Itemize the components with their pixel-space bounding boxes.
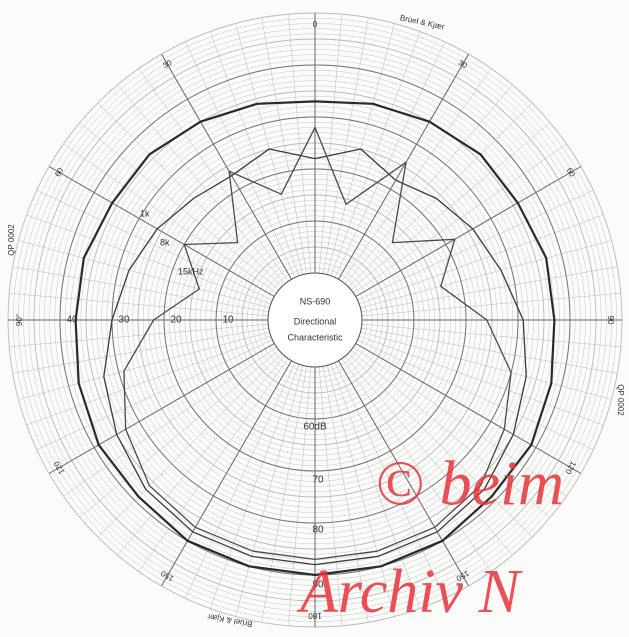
- minor-spoke: [350, 122, 551, 290]
- minor-spoke: [97, 353, 282, 538]
- minor-spoke: [138, 358, 289, 572]
- minor-spoke: [36, 339, 273, 450]
- minor-spoke: [63, 346, 277, 497]
- minor-spoke: [361, 266, 618, 313]
- minor-spoke: [318, 14, 343, 274]
- theta-tick-label: 0: [313, 20, 318, 29]
- paper-label: QP 0002: [616, 384, 625, 416]
- scale-label: 90: [312, 580, 324, 591]
- minor-spoke: [26, 214, 271, 305]
- minor-spoke: [261, 17, 308, 274]
- spoke: [161, 53, 292, 280]
- spoke: [355, 166, 582, 297]
- minor-spoke: [79, 350, 280, 518]
- curve-label: 1k: [140, 208, 150, 218]
- plot: 1k 8k 15kHz: [74, 100, 556, 577]
- curve-label: 15kHz: [178, 266, 204, 276]
- minor-spoke: [361, 292, 621, 317]
- minor-spoke: [360, 331, 612, 400]
- spoke: [338, 360, 469, 587]
- minor-spoke: [360, 240, 612, 309]
- minor-spoke: [185, 41, 296, 278]
- minor-spoke: [341, 68, 492, 282]
- minor-spoke: [97, 102, 282, 287]
- chart-subtitle: Characteristic: [287, 332, 343, 342]
- minor-spoke: [361, 327, 618, 374]
- minor-spoke: [318, 366, 343, 626]
- watermark: © beim: [375, 448, 564, 519]
- minor-spoke: [209, 31, 300, 276]
- scale-label: 70: [312, 475, 324, 486]
- minor-spoke: [334, 362, 445, 599]
- minor-spoke: [287, 366, 312, 626]
- minor-spoke: [18, 240, 270, 309]
- spoke: [338, 53, 469, 280]
- minor-spoke: [18, 331, 270, 400]
- minor-spoke: [322, 17, 369, 274]
- theta-tick-label: 180: [308, 611, 322, 620]
- response-curve: [103, 148, 527, 566]
- spoke: [48, 343, 275, 474]
- minor-spoke: [235, 365, 304, 617]
- response-curve: [123, 126, 512, 561]
- chart-title: NS-690: [300, 296, 331, 306]
- minor-spoke: [330, 31, 421, 276]
- minor-spoke: [359, 214, 604, 305]
- minor-spoke: [9, 323, 269, 348]
- minor-spoke: [185, 362, 296, 599]
- spoke: [355, 343, 582, 474]
- response-curve: [74, 100, 556, 577]
- minor-spoke: [326, 365, 395, 617]
- minor-spoke: [12, 327, 269, 374]
- minor-spoke: [330, 364, 421, 609]
- spoke: [48, 166, 275, 297]
- scale-label: 60dB: [303, 422, 327, 433]
- minor-spoke: [9, 292, 269, 317]
- minor-spoke: [12, 266, 269, 313]
- minor-spoke: [348, 102, 533, 287]
- minor-spoke: [287, 14, 312, 274]
- minor-spoke: [322, 366, 369, 623]
- minor-spoke: [357, 190, 594, 301]
- minor-spoke: [361, 323, 621, 348]
- minor-spoke: [79, 122, 280, 290]
- minor-spoke: [357, 339, 594, 450]
- minor-spoke: [117, 355, 285, 556]
- theta-tick-label: 90: [606, 316, 615, 325]
- curve-label: 8k: [160, 237, 170, 247]
- minor-spoke: [117, 84, 285, 285]
- minor-spoke: [345, 84, 513, 285]
- minor-spoke: [334, 41, 445, 278]
- scale-label: 80: [312, 525, 324, 536]
- spoke: [161, 360, 292, 587]
- minor-spoke: [348, 353, 533, 538]
- chart-subtitle: Directional: [294, 316, 337, 326]
- paper-label: QP 0002: [7, 224, 16, 256]
- minor-spoke: [350, 350, 551, 518]
- minor-spoke: [353, 346, 567, 497]
- watermark: Archiv N: [296, 558, 523, 626]
- minor-spoke: [138, 68, 289, 282]
- center-disc: [267, 272, 363, 368]
- theta-tick-label: 90°: [15, 314, 24, 326]
- minor-spoke: [359, 335, 604, 426]
- minor-spoke: [209, 364, 300, 609]
- minor-spoke: [26, 335, 271, 426]
- minor-spoke: [36, 190, 273, 301]
- minor-spoke: [261, 366, 308, 623]
- minor-spoke: [345, 355, 513, 556]
- minor-spoke: [341, 358, 492, 572]
